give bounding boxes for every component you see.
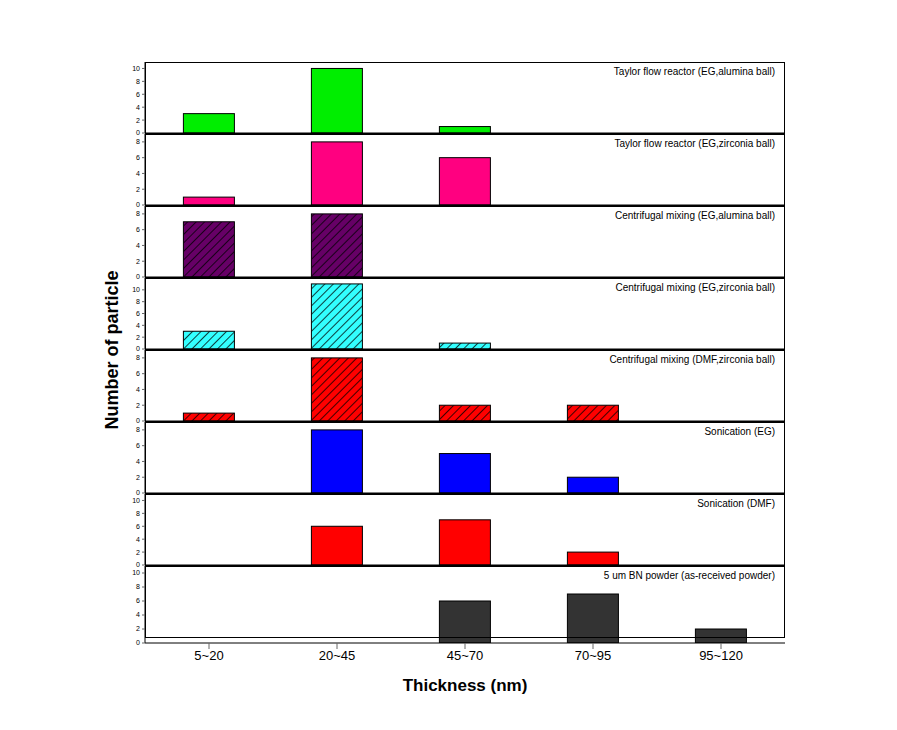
svg-text:45~70: 45~70 [447,648,484,663]
svg-text:95~120: 95~120 [699,648,743,663]
svg-text:6: 6 [136,154,140,161]
html-text:Taylor flow reactor (EG,alumin: Taylor flow reactor (EG,alumina ball) [613,66,775,77]
svg-text:0: 0 [136,417,140,424]
svg-text:20~45: 20~45 [319,648,356,663]
svg-text:10: 10 [132,286,140,293]
svg-text:2: 2 [136,549,140,556]
svg-text:2: 2 [136,625,140,632]
svg-text:6: 6 [136,310,140,317]
svg-text:6: 6 [136,370,140,377]
svg-text:8: 8 [136,354,140,361]
svg-text:8: 8 [136,298,140,305]
html-text:Taylor flow reactor (EG,zircon: Taylor flow reactor (EG,zirconia ball) [614,138,775,149]
svg-text:6: 6 [136,523,140,530]
html-text:Centrifugal mixing (DMF,zircon: Centrifugal mixing (DMF,zirconia ball) [609,354,775,365]
svg-text:4: 4 [136,322,140,329]
svg-text:0: 0 [136,345,140,352]
svg-text:0: 0 [136,129,140,136]
svg-text:10: 10 [132,65,140,72]
html-text:Sonication (DMF): Sonication (DMF) [697,498,775,509]
svg-text:8: 8 [136,210,140,217]
svg-text:6: 6 [136,597,140,604]
svg-text:8: 8 [136,583,140,590]
html-text:Number of particle: Number of particle [102,270,122,430]
svg-text:4: 4 [136,242,140,249]
svg-text:0: 0 [136,639,140,646]
html-text:Centrifugal mixing (EG,alumina: Centrifugal mixing (EG,alumina ball) [614,210,775,221]
svg-text:2: 2 [136,474,140,481]
svg-text:0: 0 [136,201,140,208]
svg-text:10: 10 [132,569,140,576]
svg-text:2: 2 [136,186,140,193]
svg-text:4: 4 [136,536,140,543]
svg-text:6: 6 [136,442,140,449]
svg-text:4: 4 [136,386,140,393]
html-text:Sonication (EG): Sonication (EG) [704,426,775,437]
svg-text:0: 0 [136,489,140,496]
svg-text:4: 4 [136,458,140,465]
svg-text:4: 4 [136,611,140,618]
svg-text:2: 2 [136,258,140,265]
svg-text:4: 4 [136,170,140,177]
svg-text:6: 6 [136,226,140,233]
svg-text:2: 2 [136,334,140,341]
html-text:5 um BN powder (as-received po: 5 um BN powder (as-received powder) [603,570,775,581]
svg-text:8: 8 [136,78,140,85]
svg-text:10: 10 [132,497,140,504]
svg-text:0: 0 [136,561,140,568]
html-text:Centrifugal mixing (EG,zirconi: Centrifugal mixing (EG,zirconia ball) [615,282,775,293]
svg-text:8: 8 [136,426,140,433]
html-text:Thickness (nm): Thickness (nm) [402,676,528,695]
svg-text:2: 2 [136,117,140,124]
svg-text:0: 0 [136,273,140,280]
svg-text:4: 4 [136,104,140,111]
svg-text:5~20: 5~20 [194,648,223,663]
svg-text:70~95: 70~95 [575,648,612,663]
svg-text:6: 6 [136,91,140,98]
svg-text:8: 8 [136,510,140,517]
svg-text:8: 8 [136,138,140,145]
svg-text:2: 2 [136,402,140,409]
